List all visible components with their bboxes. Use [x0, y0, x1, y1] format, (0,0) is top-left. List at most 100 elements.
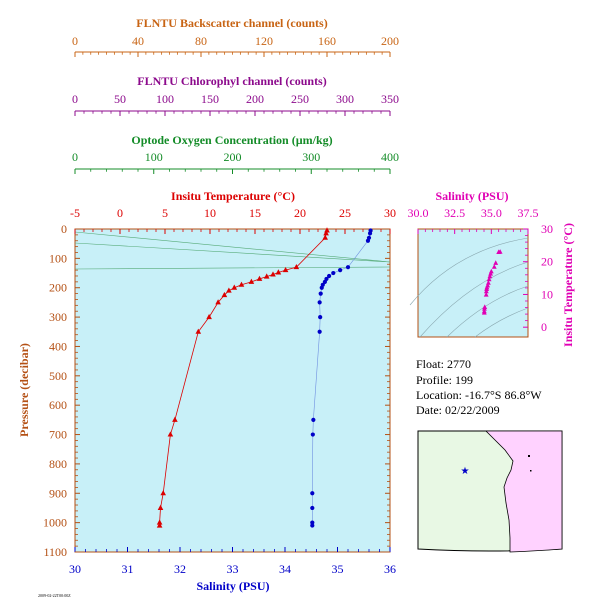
- backscatter-axis-tick-label: 120: [255, 34, 273, 48]
- salinity-axis-tick-label: 33: [227, 562, 239, 576]
- map-land: [485, 430, 563, 553]
- temperature-point: [172, 416, 178, 422]
- temperature-point: [167, 431, 174, 437]
- temperature-point: [270, 271, 276, 277]
- salinity-point: [311, 417, 316, 422]
- inset-plot-area: [417, 228, 529, 338]
- inset-salinity-tick-label: 32.5: [444, 206, 465, 220]
- temperature-axis-tick-label: 20: [294, 206, 306, 220]
- pressure-axis-tick-label: 1100: [43, 545, 67, 559]
- temperature-point: [282, 266, 289, 273]
- temperature-point: [156, 519, 163, 525]
- pressure-axis-tick-label: 700: [49, 428, 67, 442]
- temperature-point: [293, 263, 300, 270]
- ts-point: [483, 291, 489, 297]
- chlorophyll-axis-tick-label: 350: [381, 92, 399, 106]
- inset-temperature-axis-label: Insitu Temperature (°C): [561, 223, 575, 347]
- ts-point: [482, 306, 487, 311]
- temperature-axis-tick-label: 0: [117, 206, 123, 220]
- salinity-axis-tick-label: 30: [69, 562, 81, 576]
- chlorophyll-axis-tick-label: 150: [201, 92, 219, 106]
- temperature-axis-tick-label: -5: [70, 206, 80, 220]
- salinity-point: [365, 238, 371, 243]
- salinity-point: [310, 491, 315, 496]
- ts-point: [486, 276, 492, 282]
- density-contour-line: [409, 237, 529, 306]
- pressure-axis-tick-label: 400: [49, 339, 67, 353]
- temperature-point: [231, 284, 238, 290]
- temperature-point: [195, 328, 202, 334]
- salinity-point: [317, 329, 322, 334]
- salinity-point: [318, 314, 323, 320]
- backscatter-axis-tick-label: 160: [318, 34, 336, 48]
- oxygen-profile-line: [74, 231, 391, 263]
- salinity-point: [319, 285, 324, 290]
- pressure-axis-tick-label: 100: [49, 251, 67, 265]
- pressure-axis-tick-label: 900: [49, 486, 67, 500]
- oxygen-axis-tick-label: 200: [224, 150, 242, 164]
- temperature-point: [156, 522, 163, 528]
- temperature-axis-tick-label: 30: [384, 206, 396, 220]
- ts-point: [481, 309, 487, 315]
- pressure-axis-tick-label: 1000: [43, 516, 67, 530]
- ts-point: [483, 288, 489, 294]
- backscatter-axis-tick-label: 40: [132, 34, 144, 48]
- ts-inset-plot: Salinity (PSU) Insitu Temperature (°C) 3…: [408, 189, 576, 347]
- temperature-point: [157, 504, 164, 510]
- oxygen-axis-tick-label: 0: [72, 150, 78, 164]
- oxygen-axis-label: Optode Oxygen Concentration (µm/kg): [131, 133, 332, 147]
- density-contour-line: [446, 285, 529, 338]
- map-island-marker: [528, 455, 530, 457]
- chlorophyll-axis: FLNTU Chlorophyl channel (counts) 0 50 100…: [72, 74, 399, 116]
- plot-area: [74, 228, 391, 553]
- temperature-point: [275, 269, 282, 275]
- temperature-point: [322, 234, 328, 240]
- backscatter-axis: FLNTU Backscatter channel (counts) 0 40 80…: [72, 16, 399, 57]
- ts-point: [487, 273, 493, 279]
- temperature-axis-tick-label: 5: [162, 206, 168, 220]
- temperature-point: [160, 490, 166, 496]
- chlorophyll-profile-line: [74, 242, 391, 263]
- chlorophyll-axis-tick-label: 100: [156, 92, 174, 106]
- salinity-point: [310, 523, 315, 528]
- ts-point: [496, 249, 502, 255]
- date-text: Date: 02/22/2009: [416, 403, 500, 417]
- salinity-point: [331, 270, 336, 276]
- inset-salinity-tick-label: 30.0: [408, 206, 429, 220]
- temperature-point: [226, 287, 232, 293]
- pressure-axis-tick-label: 0: [61, 222, 67, 236]
- temperature-point: [256, 275, 263, 281]
- inset-temperature-tick-label: 20: [541, 255, 553, 269]
- oxygen-axis-tick-label: 300: [302, 150, 320, 164]
- oxygen-axis: Optode Oxygen Concentration (µm/kg) 0 100…: [72, 133, 399, 174]
- salinity-point: [318, 291, 323, 296]
- temperature-point: [221, 291, 228, 298]
- chlorophyll-axis-tick-label: 200: [246, 92, 264, 106]
- chlorophyll-axis-tick-label: 0: [72, 92, 78, 106]
- salinity-point: [367, 231, 373, 236]
- salinity-point: [338, 268, 343, 273]
- salinity-axis-tick-label: 35: [332, 562, 344, 576]
- inset-temperature-tick-label: 30: [541, 222, 553, 236]
- temperature-point: [206, 313, 212, 320]
- main-profile-plot: Insitu Temperature (°C) Salinity (PSU) P…: [17, 189, 396, 593]
- density-contour-line: [419, 261, 529, 338]
- pressure-axis-label: Pressure (decibar): [17, 343, 31, 437]
- salinity-point: [317, 300, 322, 305]
- temperature-point: [263, 273, 270, 279]
- map-island-marker: [530, 470, 532, 472]
- salinity-axis-label: Salinity (PSU): [196, 579, 269, 593]
- backscatter-axis-tick-label: 200: [381, 34, 399, 48]
- backscatter-axis-tick-label: 0: [72, 34, 78, 48]
- inset-temperature-tick-label: 10: [541, 287, 553, 301]
- ts-point: [493, 260, 499, 265]
- salinity-point: [310, 432, 315, 437]
- salinity-axis-tick-label: 36: [384, 562, 396, 576]
- temperature-point: [238, 281, 245, 287]
- temperature-point: [215, 299, 221, 305]
- salinity-axis-tick-label: 32: [174, 562, 186, 576]
- salinity-axis-tick-label: 31: [122, 562, 134, 576]
- chlorophyll-axis-label: FLNTU Chlorophyl channel (counts): [137, 74, 326, 88]
- float-position-star-icon: ★: [461, 466, 470, 477]
